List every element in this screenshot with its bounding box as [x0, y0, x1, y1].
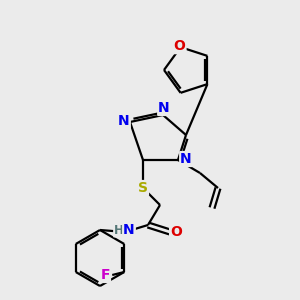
Text: F: F [100, 268, 110, 282]
Text: N: N [118, 114, 130, 128]
Text: N: N [123, 223, 135, 237]
Text: S: S [138, 181, 148, 195]
Text: H: H [114, 224, 124, 236]
Text: N: N [158, 101, 170, 115]
Text: O: O [170, 225, 182, 239]
Text: N: N [180, 152, 192, 166]
Text: O: O [174, 39, 185, 53]
